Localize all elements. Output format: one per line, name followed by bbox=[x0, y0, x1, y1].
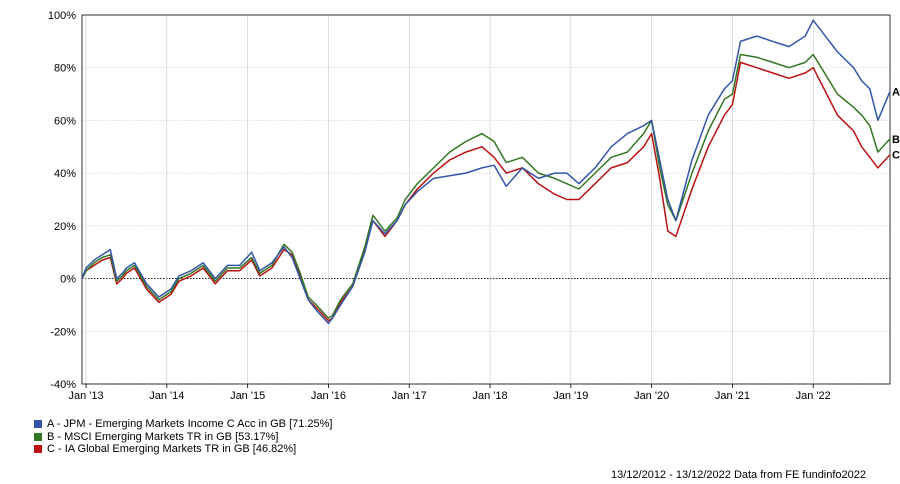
x-tick-label: Jan '22 bbox=[796, 390, 831, 402]
y-tick-label: 60% bbox=[54, 115, 76, 127]
y-tick-label: 0% bbox=[60, 274, 76, 286]
legend-swatch-a bbox=[34, 420, 42, 429]
end-labels: A BC bbox=[892, 86, 900, 161]
x-tick-label: Jan '19 bbox=[553, 390, 588, 402]
grid bbox=[82, 14, 890, 385]
chart-svg: -40% -20% 0% 20% 40% 60% 80% 100% Jan '13 Jan '14… bbox=[48, 10, 900, 402]
x-tick-label: Jan '13 bbox=[68, 390, 103, 402]
legend-swatch-b bbox=[34, 432, 42, 441]
legend-item-a: A - JPM - Emerging Markets Income C Acc … bbox=[34, 418, 333, 431]
y-tick-label: -20% bbox=[50, 326, 76, 338]
series-line-b bbox=[81, 53, 891, 319]
x-tick-label: Jan '18 bbox=[472, 390, 507, 402]
plot-frame bbox=[81, 14, 891, 385]
footer-note: 13/12/2012 - 13/12/2022 Data from FE fun… bbox=[611, 469, 867, 481]
legend-item-b: B - MSCI Emerging Markets TR in GB [53.1… bbox=[34, 431, 333, 444]
y-tick-label: 40% bbox=[54, 168, 76, 180]
legend-label-a: A - JPM - Emerging Markets Income C Acc … bbox=[47, 418, 333, 430]
axes: -40% -20% 0% 20% 40% 60% 80% 100% Jan '13 Jan '14… bbox=[48, 10, 891, 402]
x-tick-label: Jan '17 bbox=[392, 390, 427, 402]
x-tick-label: Jan '14 bbox=[149, 390, 184, 402]
y-tick-label: -40% bbox=[50, 379, 76, 391]
end-label-b: B bbox=[892, 134, 900, 146]
legend-swatch-c bbox=[34, 445, 42, 454]
legend-item-c: C - IA Global Emerging Markets TR in GB … bbox=[34, 443, 333, 456]
series-line-c bbox=[81, 61, 891, 322]
legend-label-b: B - MSCI Emerging Markets TR in GB [53.1… bbox=[47, 430, 279, 443]
x-tick-label: Jan '16 bbox=[311, 390, 346, 402]
legend-label-c: C - IA Global Emerging Markets TR in GB … bbox=[47, 443, 297, 455]
x-tick-label: Jan '15 bbox=[230, 390, 265, 402]
x-tick-label: Jan '20 bbox=[634, 390, 669, 402]
end-label-a: A bbox=[892, 86, 900, 98]
y-tick-label: 100% bbox=[48, 10, 76, 22]
y-tick-label: 80% bbox=[54, 63, 76, 75]
end-label-c: C bbox=[892, 150, 900, 162]
y-tick-label: 20% bbox=[54, 221, 76, 233]
x-tick-label: Jan '21 bbox=[715, 390, 750, 402]
series-line-a bbox=[81, 19, 891, 325]
legend: A - JPM - Emerging Markets Income C Acc … bbox=[34, 418, 333, 456]
series-lines bbox=[81, 19, 891, 325]
